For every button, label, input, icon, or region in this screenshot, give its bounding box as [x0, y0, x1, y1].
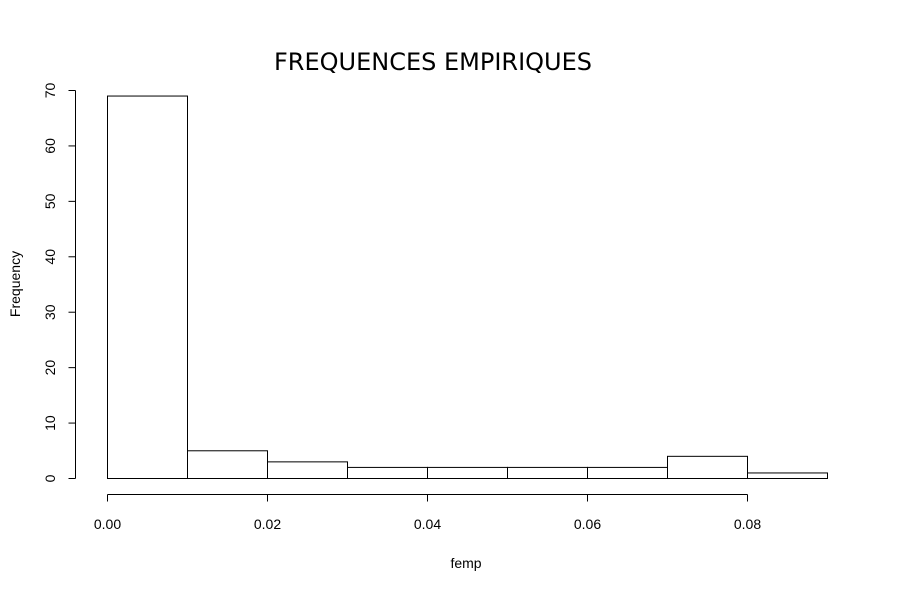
- y-tick-label-4: 40: [42, 249, 58, 265]
- y-tick-label-1: 10: [42, 415, 58, 431]
- histogram-bar-1: [187, 450, 268, 479]
- y-tick-label-3: 30: [42, 304, 58, 320]
- x-tick-label-0: 0.00: [94, 516, 121, 532]
- y-tick-label-0: 0: [42, 474, 58, 482]
- bars-group: [107, 95, 828, 480]
- y-axis: 0 10 20 30 40 50 60 70: [42, 83, 76, 482]
- histogram-bar-5: [507, 466, 588, 479]
- x-tick-label-3: 0.06: [574, 516, 601, 532]
- histogram-bar-6: [587, 466, 668, 479]
- histogram-bar-3: [347, 466, 428, 479]
- x-axis-label: femp: [450, 555, 481, 571]
- y-tick-label-5: 50: [42, 193, 58, 209]
- y-tick-label-7: 70: [42, 83, 58, 99]
- chart-title: FREQUENCES EMPIRIQUES: [274, 48, 592, 76]
- x-tick-label-4: 0.08: [734, 516, 761, 532]
- histogram-bar-4: [427, 466, 508, 479]
- histogram-bar-7: [667, 455, 748, 480]
- histogram-bar-8: [747, 472, 828, 480]
- x-axis: 0.00 0.02 0.04 0.06 0.08: [94, 494, 761, 532]
- x-tick-label-1: 0.02: [254, 516, 281, 532]
- y-tick-label-2: 20: [42, 360, 58, 376]
- histogram-bar-0: [107, 95, 188, 480]
- y-axis-label: Frequency: [7, 251, 23, 317]
- y-tick-label-6: 60: [42, 138, 58, 154]
- x-tick-label-2: 0.04: [414, 516, 441, 532]
- histogram-bar-2: [267, 461, 348, 479]
